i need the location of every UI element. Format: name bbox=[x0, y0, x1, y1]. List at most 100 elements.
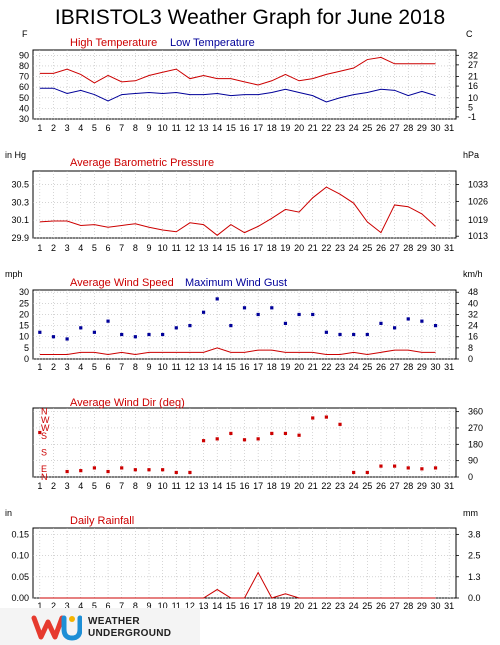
x-tick-label: 11 bbox=[172, 243, 181, 253]
x-tick-label: 7 bbox=[119, 123, 124, 133]
x-tick-label: 31 bbox=[444, 601, 454, 611]
right-tick-label: 32 bbox=[468, 309, 478, 319]
x-tick-label: 29 bbox=[417, 601, 427, 611]
x-tick-label: 3 bbox=[65, 243, 70, 253]
x-tick-label: 29 bbox=[417, 243, 427, 253]
x-tick-label: 5 bbox=[92, 123, 97, 133]
x-tick-label: 8 bbox=[133, 123, 138, 133]
series-2-0-line bbox=[39, 347, 436, 356]
data-point bbox=[420, 467, 424, 471]
right-tick-label: 1033 bbox=[468, 179, 488, 189]
compass-label: S bbox=[41, 447, 47, 457]
x-tick-label: 27 bbox=[390, 601, 400, 611]
x-tick-label: 17 bbox=[253, 123, 263, 133]
x-tick-label: 9 bbox=[146, 601, 151, 611]
right-tick-label: 21 bbox=[468, 72, 478, 82]
x-tick-label: 1 bbox=[37, 123, 42, 133]
x-tick-label: 2 bbox=[51, 243, 56, 253]
x-tick-label: 11 bbox=[172, 362, 181, 372]
x-tick-label: 1 bbox=[37, 481, 42, 491]
x-tick-label: 20 bbox=[294, 243, 304, 253]
unit-right-label: C bbox=[466, 29, 473, 39]
series-title-left: Average Wind Dir (deg) bbox=[70, 397, 185, 409]
x-tick-label: 25 bbox=[362, 481, 372, 491]
y-tick-label: 0 bbox=[24, 354, 29, 364]
right-tick-label: 1026 bbox=[468, 196, 488, 206]
x-tick-label: 15 bbox=[226, 243, 236, 253]
x-tick-label: 21 bbox=[308, 123, 318, 133]
x-tick-label: 23 bbox=[335, 362, 345, 372]
x-tick-label: 9 bbox=[146, 481, 151, 491]
data-point bbox=[147, 332, 151, 337]
data-point bbox=[120, 332, 124, 337]
data-point bbox=[379, 464, 383, 468]
x-tick-label: 26 bbox=[376, 243, 386, 253]
y-tick-label: 70 bbox=[19, 72, 29, 82]
x-tick-label: 25 bbox=[362, 601, 372, 611]
x-tick-label: 5 bbox=[92, 362, 97, 372]
data-point bbox=[161, 468, 165, 472]
x-tick-label: 3 bbox=[65, 481, 70, 491]
y-tick-label: 10 bbox=[19, 332, 29, 342]
x-tick-label: 26 bbox=[376, 362, 386, 372]
x-tick-label: 9 bbox=[146, 243, 151, 253]
y-tick-label: 30 bbox=[19, 114, 29, 124]
data-point bbox=[283, 431, 288, 436]
x-tick-label: 19 bbox=[280, 601, 290, 611]
right-tick-label: 8 bbox=[468, 343, 473, 353]
x-tick-label: 4 bbox=[78, 481, 83, 491]
x-tick-label: 2 bbox=[51, 123, 56, 133]
x-tick-label: 8 bbox=[133, 601, 138, 611]
data-point bbox=[311, 312, 315, 317]
y-tick-label: 80 bbox=[19, 61, 29, 71]
data-point bbox=[174, 326, 178, 330]
x-tick-label: 18 bbox=[267, 123, 277, 133]
data-point bbox=[106, 319, 110, 323]
x-tick-label: 23 bbox=[335, 123, 345, 133]
x-tick-label: 14 bbox=[212, 601, 222, 611]
x-tick-label: 28 bbox=[403, 481, 413, 491]
x-tick-label: 21 bbox=[308, 601, 318, 611]
x-tick-label: 24 bbox=[349, 123, 359, 133]
data-point bbox=[161, 332, 165, 337]
x-tick-label: 22 bbox=[321, 601, 331, 611]
x-tick-label: 25 bbox=[362, 123, 372, 133]
x-tick-label: 27 bbox=[390, 362, 400, 372]
data-point bbox=[324, 330, 328, 334]
x-tick-label: 27 bbox=[390, 123, 400, 133]
y-tick-label: 90 bbox=[19, 50, 29, 60]
x-tick-label: 22 bbox=[321, 362, 331, 372]
series-1-0-line bbox=[39, 186, 436, 236]
data-point bbox=[38, 430, 42, 435]
x-tick-label: 15 bbox=[226, 481, 236, 491]
x-tick-label: 2 bbox=[51, 362, 56, 372]
y-tick-label: 0.00 bbox=[11, 593, 29, 603]
logo-text-weather: WEATHER bbox=[88, 616, 140, 627]
x-tick-label: 1 bbox=[37, 243, 42, 253]
chart-frame-2 bbox=[32, 289, 457, 360]
x-tick-label: 14 bbox=[212, 243, 222, 253]
right-tick-label: 32 bbox=[468, 50, 478, 60]
x-tick-label: 6 bbox=[106, 362, 111, 372]
x-tick-label: 5 bbox=[92, 601, 97, 611]
data-point bbox=[406, 466, 410, 470]
x-tick-label: 17 bbox=[253, 481, 263, 491]
y-tick-label: 0.15 bbox=[11, 529, 29, 539]
x-tick-label: 14 bbox=[212, 123, 222, 133]
right-tick-label: 1013 bbox=[468, 231, 488, 241]
data-point bbox=[392, 326, 397, 330]
y-tick-label: 0.10 bbox=[11, 551, 29, 561]
x-tick-label: 19 bbox=[280, 243, 290, 253]
data-point bbox=[392, 464, 397, 468]
unit-left-label: mph bbox=[5, 269, 23, 279]
x-tick-label: 20 bbox=[294, 601, 304, 611]
x-tick-label: 26 bbox=[376, 123, 386, 133]
data-point bbox=[338, 332, 342, 337]
x-tick-label: 8 bbox=[133, 243, 138, 253]
unit-left-label: in Hg bbox=[5, 150, 26, 160]
chart-frame-3 bbox=[32, 407, 457, 478]
x-tick-label: 17 bbox=[253, 243, 263, 253]
x-tick-label: 30 bbox=[431, 601, 441, 611]
data-point bbox=[188, 324, 192, 328]
series-0-1-line bbox=[39, 87, 436, 103]
